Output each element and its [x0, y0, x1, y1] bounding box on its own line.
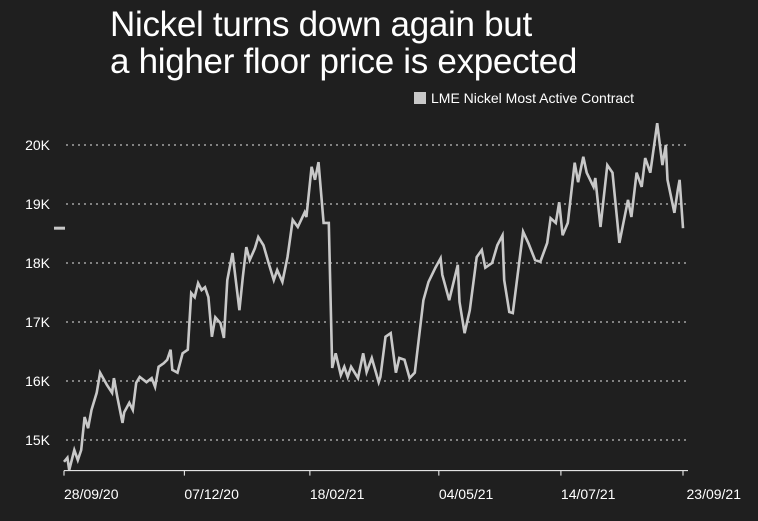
y-tick-label: 18K [25, 255, 51, 271]
y-tick-label: 16K [25, 373, 51, 389]
x-tick-label: 04/05/21 [439, 486, 494, 502]
legend-label: LME Nickel Most Active Contract [431, 90, 635, 106]
current-value-marker [54, 226, 65, 230]
legend-swatch [414, 92, 426, 104]
x-tick-label: 18/02/21 [310, 486, 365, 502]
y-tick-label: 15K [25, 432, 51, 448]
x-tick-label: 14/07/21 [561, 486, 616, 502]
x-tick-label: 28/09/20 [64, 486, 119, 502]
y-tick-label: 17K [25, 314, 51, 330]
legend: LME Nickel Most Active Contract [414, 90, 634, 106]
series-line-lme-nickel [62, 123, 685, 471]
y-tick-label: 19K [25, 196, 51, 212]
chart-title-line-2: a higher floor price is expected [110, 42, 578, 81]
y-tick-label: 20K [25, 137, 51, 153]
chart-title: Nickel turns down again but a higher flo… [110, 6, 577, 80]
x-tick-label: 23/09/21 [687, 486, 742, 502]
chart-title-line-1: Nickel turns down again but [110, 5, 532, 44]
x-tick-label: 07/12/20 [184, 486, 239, 502]
